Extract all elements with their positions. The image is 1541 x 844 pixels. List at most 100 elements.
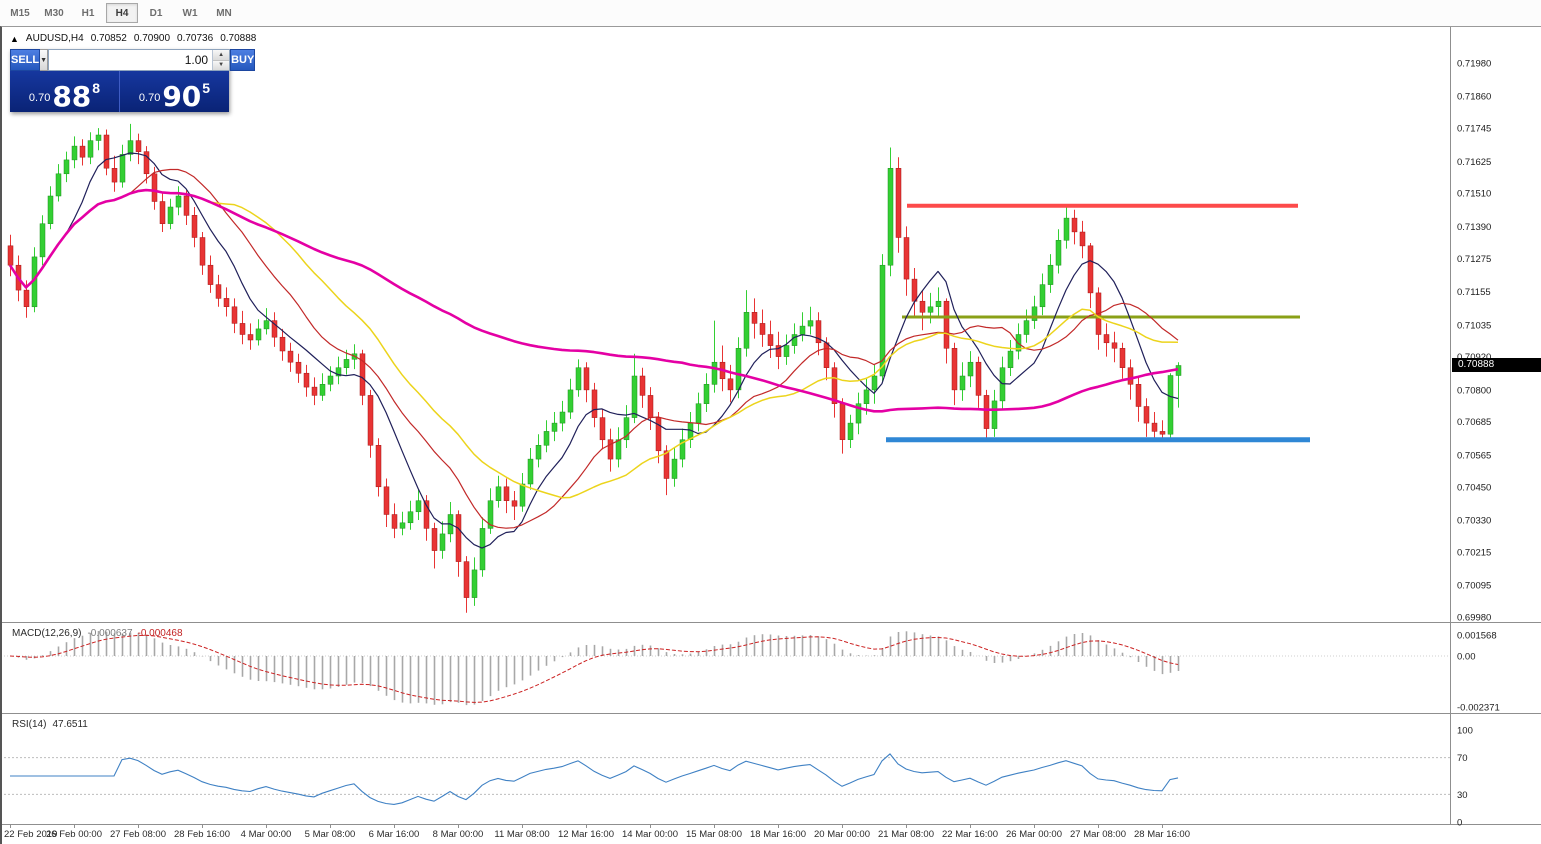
svg-text:22 Mar 16:00: 22 Mar 16:00 bbox=[942, 829, 998, 840]
svg-text:0.71745: 0.71745 bbox=[1457, 124, 1491, 135]
svg-text:12 Mar 16:00: 12 Mar 16:00 bbox=[558, 829, 614, 840]
volume-field-wrap: ▲ ▼ bbox=[48, 49, 231, 71]
svg-text:0.71860: 0.71860 bbox=[1457, 92, 1491, 103]
svg-text:0.70800: 0.70800 bbox=[1457, 385, 1491, 396]
chart-high-value: 0.70900 bbox=[133, 33, 171, 44]
svg-text:0.71275: 0.71275 bbox=[1457, 254, 1491, 265]
buy-price-pip: 5 bbox=[202, 80, 211, 96]
rsi-name: RSI(14) bbox=[12, 719, 47, 730]
sell-price-prefix: 0.70 bbox=[28, 92, 51, 104]
svg-text:0.001568: 0.001568 bbox=[1457, 631, 1497, 642]
svg-text:8 Mar 00:00: 8 Mar 00:00 bbox=[433, 829, 484, 840]
svg-text:21 Mar 08:00: 21 Mar 08:00 bbox=[878, 829, 934, 840]
svg-text:0.71035: 0.71035 bbox=[1457, 320, 1491, 331]
timeframe-toolbar: M15 M30 H1 H4 D1 W1 MN bbox=[0, 0, 1541, 27]
rsi-value: 47.6511 bbox=[52, 719, 88, 730]
price-axis[interactable]: 0.71980 0.71860 0.71745 0.71625 0.71510 0.713… bbox=[1457, 59, 1491, 624]
ma-long-magenta[interactable] bbox=[8, 188, 1179, 413]
svg-text:-0.002371: -0.002371 bbox=[1457, 702, 1500, 713]
timeframe-button-h4[interactable]: H4 bbox=[106, 3, 138, 23]
svg-text:11 Mar 08:00: 11 Mar 08:00 bbox=[494, 829, 549, 840]
svg-text:4 Mar 00:00: 4 Mar 00:00 bbox=[241, 829, 292, 840]
svg-text:6 Mar 16:00: 6 Mar 16:00 bbox=[369, 829, 420, 840]
sell-price-pip: 8 bbox=[92, 80, 101, 96]
ma-fast-navy[interactable] bbox=[9, 152, 1179, 549]
sell-price-display[interactable]: 0.70 88 8 bbox=[10, 71, 120, 112]
timeframe-button-h1[interactable]: H1 bbox=[81, 7, 95, 19]
svg-text:14 Mar 00:00: 14 Mar 00:00 bbox=[622, 829, 678, 840]
trade-controls-row: SELL ▼ ▲ ▼ BUY bbox=[10, 49, 256, 71]
svg-text:28 Feb 16:00: 28 Feb 16:00 bbox=[174, 829, 230, 840]
macd-axis[interactable]: 0.001568 0.00 -0.002371 bbox=[1457, 631, 1500, 714]
svg-text:0: 0 bbox=[1457, 818, 1462, 829]
chart-canvas[interactable]: 0.71980 0.71860 0.71745 0.71625 0.71510 0.713… bbox=[2, 27, 1541, 844]
svg-text:0.71390: 0.71390 bbox=[1457, 222, 1491, 233]
macd-indicator-label: MACD(12,26,9) -0.000637 -0.000468 bbox=[12, 628, 183, 639]
svg-text:0.70330: 0.70330 bbox=[1457, 516, 1491, 527]
macd-signal-line bbox=[9, 634, 1179, 703]
macd-signal-value: -0.000468 bbox=[137, 628, 183, 639]
buy-price-big: 90 bbox=[162, 80, 202, 113]
svg-text:0.70450: 0.70450 bbox=[1457, 482, 1491, 493]
svg-text:0.71155: 0.71155 bbox=[1457, 287, 1491, 298]
volume-input[interactable] bbox=[49, 50, 213, 70]
stepper-down-icon[interactable]: ▼ bbox=[213, 60, 230, 70]
volume-stepper: ▲ ▼ bbox=[212, 50, 230, 70]
svg-text:27 Mar 08:00: 27 Mar 08:00 bbox=[1070, 829, 1126, 840]
svg-text:70: 70 bbox=[1457, 753, 1468, 764]
timeframe-button-w1[interactable]: W1 bbox=[182, 7, 198, 19]
svg-text:22 Feb 2019: 22 Feb 2019 bbox=[4, 829, 57, 840]
volume-dropdown-button[interactable]: ▼ bbox=[40, 49, 49, 71]
chart-low-value: 0.70736 bbox=[177, 33, 214, 44]
svg-text:0.70565: 0.70565 bbox=[1457, 451, 1491, 462]
candles-series bbox=[7, 123, 1182, 613]
buy-button[interactable]: BUY bbox=[230, 49, 256, 71]
chart-ohlc-header: ▲ AUDUSD,H4 0.70852 0.70900 0.70736 0.70… bbox=[10, 33, 256, 44]
timeframe-button-mn[interactable]: MN bbox=[216, 7, 232, 19]
trade-prices-row: 0.70 88 8 0.70 90 5 bbox=[10, 71, 229, 112]
svg-text:100: 100 bbox=[1457, 726, 1473, 737]
current-price-badge: 0.70888 bbox=[1452, 358, 1541, 373]
svg-text:0.70920: 0.70920 bbox=[1457, 352, 1491, 363]
macd-name: MACD(12,26,9) bbox=[12, 628, 82, 639]
trade-panel-toggle-icon[interactable]: ▲ bbox=[10, 33, 19, 44]
rsi-line bbox=[10, 753, 1179, 805]
svg-text:0.69980: 0.69980 bbox=[1457, 613, 1491, 624]
svg-text:0.71625: 0.71625 bbox=[1457, 157, 1491, 168]
stepper-up-icon[interactable]: ▲ bbox=[213, 50, 230, 61]
chart-window[interactable]: 0.71980 0.71860 0.71745 0.71625 0.71510 0.713… bbox=[0, 26, 1541, 844]
svg-text:0.70095: 0.70095 bbox=[1457, 581, 1491, 592]
sell-button[interactable]: SELL bbox=[10, 49, 41, 71]
macd-value: -0.000637 bbox=[87, 628, 133, 639]
chart-symbol-period: AUDUSD,H4 bbox=[25, 33, 84, 44]
chart-close-value: 0.70888 bbox=[220, 33, 257, 44]
rsi-axis[interactable]: 100 70 30 0 bbox=[1457, 726, 1473, 829]
svg-text:15 Mar 08:00: 15 Mar 08:00 bbox=[686, 829, 742, 840]
svg-text:5 Mar 08:00: 5 Mar 08:00 bbox=[305, 829, 356, 840]
timeframe-button-d1[interactable]: D1 bbox=[149, 7, 163, 19]
svg-text:0.71510: 0.71510 bbox=[1457, 189, 1491, 200]
svg-text:28 Mar 16:00: 28 Mar 16:00 bbox=[1134, 829, 1190, 840]
one-click-trade-panel: SELL ▼ ▲ ▼ BUY 0.70 88 8 0.70 90 bbox=[10, 49, 256, 112]
buy-price-display[interactable]: 0.70 90 5 bbox=[120, 71, 229, 112]
chart-open-value: 0.70852 bbox=[90, 33, 127, 44]
svg-text:27 Feb 08:00: 27 Feb 08:00 bbox=[110, 829, 166, 840]
svg-text:0.70685: 0.70685 bbox=[1457, 417, 1491, 428]
svg-text:26 Feb 00:00: 26 Feb 00:00 bbox=[46, 829, 102, 840]
svg-text:0.71980: 0.71980 bbox=[1457, 59, 1491, 70]
sell-price-big: 88 bbox=[52, 80, 92, 113]
svg-text:20 Mar 00:00: 20 Mar 00:00 bbox=[814, 829, 870, 840]
timeframe-button-m15[interactable]: M15 bbox=[10, 7, 30, 19]
chevron-down-icon: ▼ bbox=[40, 56, 48, 64]
svg-text:26 Mar 00:00: 26 Mar 00:00 bbox=[1006, 829, 1062, 840]
ma-slow-yellow[interactable] bbox=[9, 189, 1179, 499]
buy-price-prefix: 0.70 bbox=[138, 92, 161, 104]
ma-mid-red[interactable] bbox=[9, 168, 1179, 529]
macd-histogram bbox=[17, 631, 1180, 706]
svg-text:18 Mar 16:00: 18 Mar 16:00 bbox=[750, 829, 806, 840]
svg-text:0.00: 0.00 bbox=[1457, 652, 1476, 663]
rsi-indicator-label: RSI(14) 47.6511 bbox=[12, 719, 88, 730]
svg-text:0.70215: 0.70215 bbox=[1457, 547, 1491, 558]
timeframe-button-m30[interactable]: M30 bbox=[44, 7, 64, 19]
